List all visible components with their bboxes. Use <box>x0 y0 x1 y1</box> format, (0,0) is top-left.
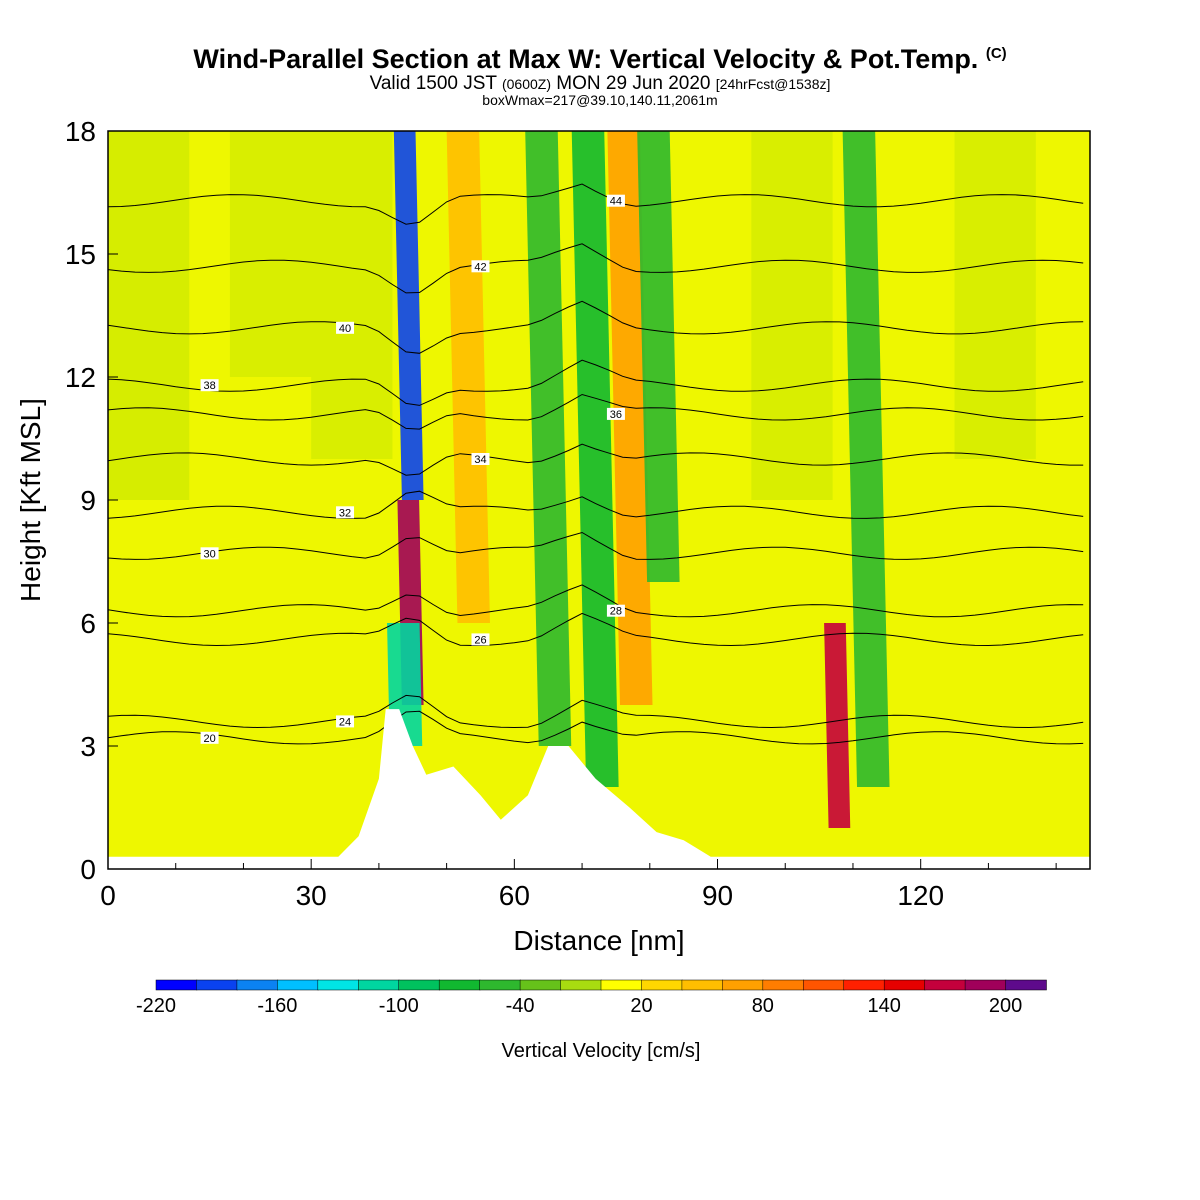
contour-label: 26 <box>474 634 486 646</box>
colorbar-swatch <box>843 979 885 991</box>
contour-label-box <box>606 604 625 617</box>
velocity-band <box>571 131 619 787</box>
colorbar: -220 -160 -100 -40 20 80 140 200 <box>136 979 1047 1017</box>
colorbar-swatch <box>398 979 440 991</box>
contour-label: 20 <box>203 733 215 745</box>
colorbar-swatch <box>924 979 966 991</box>
contour-label: 30 <box>203 548 215 560</box>
colorbar-label: Vertical Velocity [cm/s] <box>502 1040 701 1062</box>
y-tick-label: 6 <box>80 608 96 639</box>
colorbar-swatch <box>681 979 724 991</box>
contour-label: 42 <box>474 261 486 273</box>
colorbar-tick-label: 140 <box>867 995 900 1017</box>
colorbar-tick-label: -100 <box>379 995 419 1017</box>
theta-contour <box>108 584 1084 618</box>
theta-contour <box>108 183 1084 225</box>
velocity-band <box>637 131 680 582</box>
contour-label-box <box>200 731 219 744</box>
colorbar-swatch <box>883 979 926 991</box>
contour-label-box <box>606 194 625 207</box>
colorbar-tick-label: -220 <box>136 995 176 1017</box>
contour-label-box <box>471 260 490 273</box>
contour-label: 38 <box>203 380 215 392</box>
theta-contour <box>108 359 1084 406</box>
x-tick-label: 60 <box>499 880 530 911</box>
theta-contour <box>108 694 1084 729</box>
colorbar-tick-label: 80 <box>752 995 774 1017</box>
colorbar-swatch <box>600 979 643 991</box>
weak-downdraft-region <box>311 131 393 459</box>
weak-downdraft-region <box>229 131 312 377</box>
y-axis-label: Height [Kft MSL] <box>15 398 46 602</box>
theta-contour <box>108 443 1084 476</box>
contour-label-box <box>471 633 490 646</box>
colorbar-swatch <box>722 979 764 991</box>
colorbar-swatch <box>196 979 238 991</box>
weak-downdraft-region <box>954 131 1036 459</box>
x-axis-label: Distance [nm] <box>513 925 684 956</box>
chart-subtitle: Valid 1500 JST (0600Z) MON 29 Jun 2020 [… <box>369 73 831 94</box>
colorbar-swatch <box>964 979 1007 991</box>
contour-label-box <box>606 407 625 420</box>
contour-label: 24 <box>339 716 351 728</box>
theta-contour <box>108 393 1084 430</box>
y-tick-label: 0 <box>80 854 96 885</box>
colorbar-swatch <box>479 979 521 991</box>
colorbar-swatch <box>803 979 845 991</box>
weak-downdraft-region <box>108 131 190 500</box>
y-tick-label: 9 <box>80 485 96 516</box>
contour-label-box <box>336 321 355 334</box>
theta-contour <box>108 243 1084 294</box>
colorbar-tick-label: 200 <box>989 995 1022 1017</box>
contour-label: 44 <box>610 196 622 208</box>
terrain-mask <box>108 709 1090 869</box>
x-tick-label: 90 <box>702 880 733 911</box>
contour-label-box <box>336 506 355 519</box>
x-tick-label: 30 <box>296 880 327 911</box>
velocity-band <box>446 131 490 623</box>
y-tick-label: 15 <box>65 239 96 270</box>
theta-contour <box>108 300 1084 354</box>
velocity-band <box>525 131 572 746</box>
theta-contour <box>108 490 1084 519</box>
x-tick-label: 120 <box>897 880 944 911</box>
y-tick-label: 3 <box>80 731 96 762</box>
contour-label: 32 <box>339 507 351 519</box>
contour-label-box <box>471 453 490 465</box>
theta-contour <box>108 612 1084 647</box>
contour-label: 40 <box>339 323 351 335</box>
chart-subtitle-box: boxWmax=217@39.10,140.11,2061m <box>482 92 718 108</box>
x-tick-label: 0 <box>100 880 116 911</box>
colorbar-swatch <box>317 979 360 991</box>
colorbar-swatch <box>358 979 400 991</box>
colorbar-tick-label: -40 <box>506 995 535 1017</box>
colorbar-swatch <box>762 979 805 991</box>
colorbar-swatch <box>155 979 198 991</box>
contour-label: 34 <box>474 454 486 466</box>
colorbar-swatch <box>236 979 279 991</box>
colorbar-swatch <box>519 979 562 991</box>
contour-label-box <box>200 379 219 392</box>
velocity-band <box>824 623 851 828</box>
theta-contour <box>108 710 1084 745</box>
colorbar-swatch <box>1005 979 1047 991</box>
y-tick-label: 18 <box>65 116 96 147</box>
contour-label-box <box>200 547 219 560</box>
colorbar-swatch <box>438 979 481 991</box>
y-tick-label: 12 <box>65 362 96 393</box>
contour-label: 28 <box>610 606 622 618</box>
colorbar-swatch <box>560 979 602 991</box>
weak-downdraft-region <box>751 131 833 500</box>
theta-contour <box>108 531 1084 560</box>
colorbar-swatch <box>641 979 683 991</box>
plot-area: 20 24 26 28 30 32 34 36 38 40 42 44 <box>108 131 1090 869</box>
colorbar-tick-label: 20 <box>630 995 652 1017</box>
contour-label-box <box>336 715 355 728</box>
colorbar-swatch <box>277 979 319 991</box>
chart-title: Wind-Parallel Section at Max W: Vertical… <box>193 44 1007 74</box>
contour-label: 36 <box>610 409 622 421</box>
velocity-band <box>842 131 890 787</box>
colorbar-tick-label: -160 <box>257 995 297 1017</box>
